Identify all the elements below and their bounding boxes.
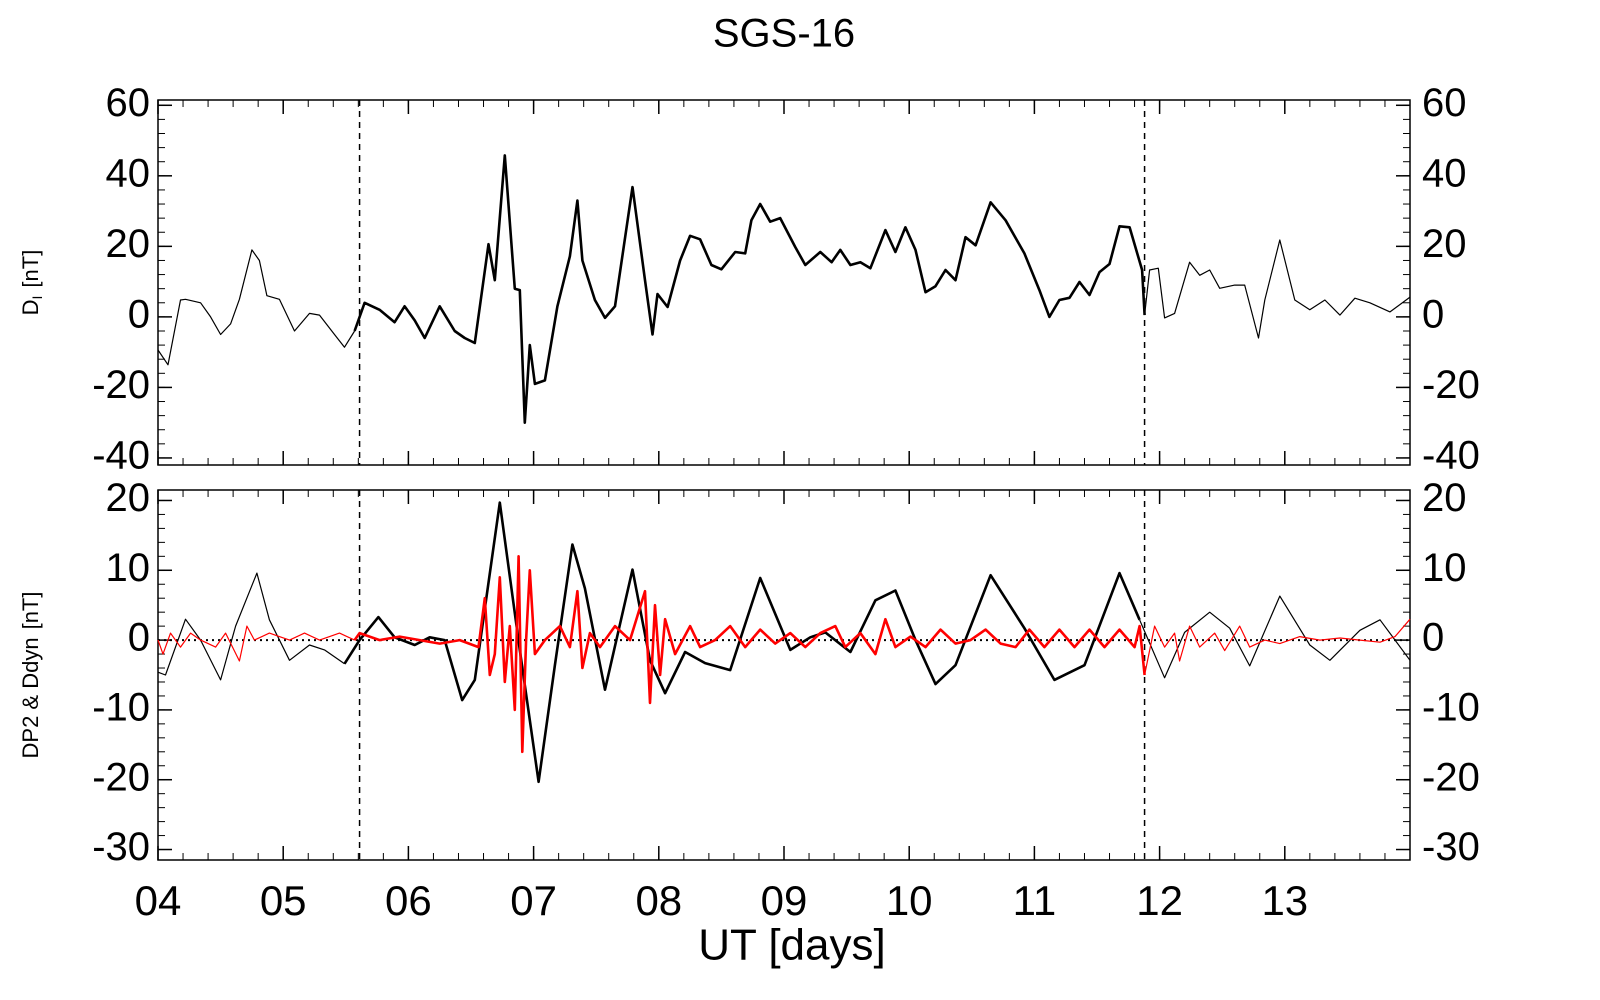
- x-tick-label: 11: [1013, 877, 1057, 924]
- y-tick-label-right: -20: [1422, 363, 1480, 407]
- plot-frame: [157, 489, 1411, 861]
- data-line: [157, 249, 356, 366]
- y-tick-label: -10: [92, 685, 150, 729]
- plot-frame: [157, 99, 1411, 466]
- x-tick-label: 04: [135, 877, 182, 924]
- y-tick-label-right: 20: [1422, 476, 1467, 520]
- y-tick-label-right: 60: [1422, 81, 1467, 125]
- x-tick-label: 13: [1261, 877, 1308, 924]
- data-line: [353, 555, 1146, 754]
- data-line: [353, 154, 1146, 424]
- data-line: [157, 625, 355, 662]
- y-tick-label-right: -40: [1422, 434, 1480, 478]
- x-tick-label: 07: [510, 877, 557, 924]
- y-tick-label-right: 10: [1422, 546, 1467, 590]
- y-tick-label: 40: [106, 151, 151, 195]
- x-tick-label: 10: [886, 877, 933, 924]
- y-axis-label: DP2 & Ddyn [nT]: [18, 592, 43, 759]
- y-tick-label: -40: [92, 434, 150, 478]
- y-tick-label-right: -20: [1422, 755, 1480, 799]
- y-label-unit: [nT]: [18, 250, 43, 288]
- data-line: [1144, 618, 1411, 676]
- x-tick-label: 05: [260, 877, 307, 924]
- x-axis-label: UT [days]: [698, 921, 885, 970]
- x-tick-label: 12: [1136, 877, 1183, 924]
- y-tick-label: -20: [92, 755, 150, 799]
- y-tick-label-right: -30: [1422, 825, 1480, 869]
- y-label-main: D: [18, 299, 43, 315]
- y-tick-label-right: 20: [1422, 222, 1467, 266]
- y-tick-label: 60: [106, 81, 151, 125]
- y-label-sub: I: [29, 296, 45, 300]
- x-tick-label: 09: [761, 877, 808, 924]
- data-line: [1144, 239, 1411, 339]
- y-tick-label-right: 40: [1422, 151, 1467, 195]
- y-tick-label: 20: [106, 476, 151, 520]
- y-tick-label: 0: [128, 616, 150, 660]
- data-line: [1139, 595, 1411, 679]
- y-tick-label: 0: [128, 292, 150, 336]
- y-axis-label: DI [nT]: [18, 250, 45, 316]
- y-tick-label: -20: [92, 363, 150, 407]
- y-label-main: DP2 & Ddyn: [18, 637, 43, 758]
- chart-title: SGS-16: [713, 12, 855, 56]
- y-tick-label: -30: [92, 825, 150, 869]
- y-tick-label-right: 0: [1422, 616, 1444, 660]
- x-tick-label: 08: [635, 877, 682, 924]
- data-line: [157, 572, 345, 681]
- y-tick-label-right: 0: [1422, 292, 1444, 336]
- x-tick-label: 06: [385, 877, 432, 924]
- data-line: [343, 501, 1141, 784]
- y-label-unit: [nT]: [18, 592, 43, 630]
- y-tick-label: 20: [106, 222, 151, 266]
- y-tick-label-right: -10: [1422, 685, 1480, 729]
- y-tick-label: 10: [106, 546, 151, 590]
